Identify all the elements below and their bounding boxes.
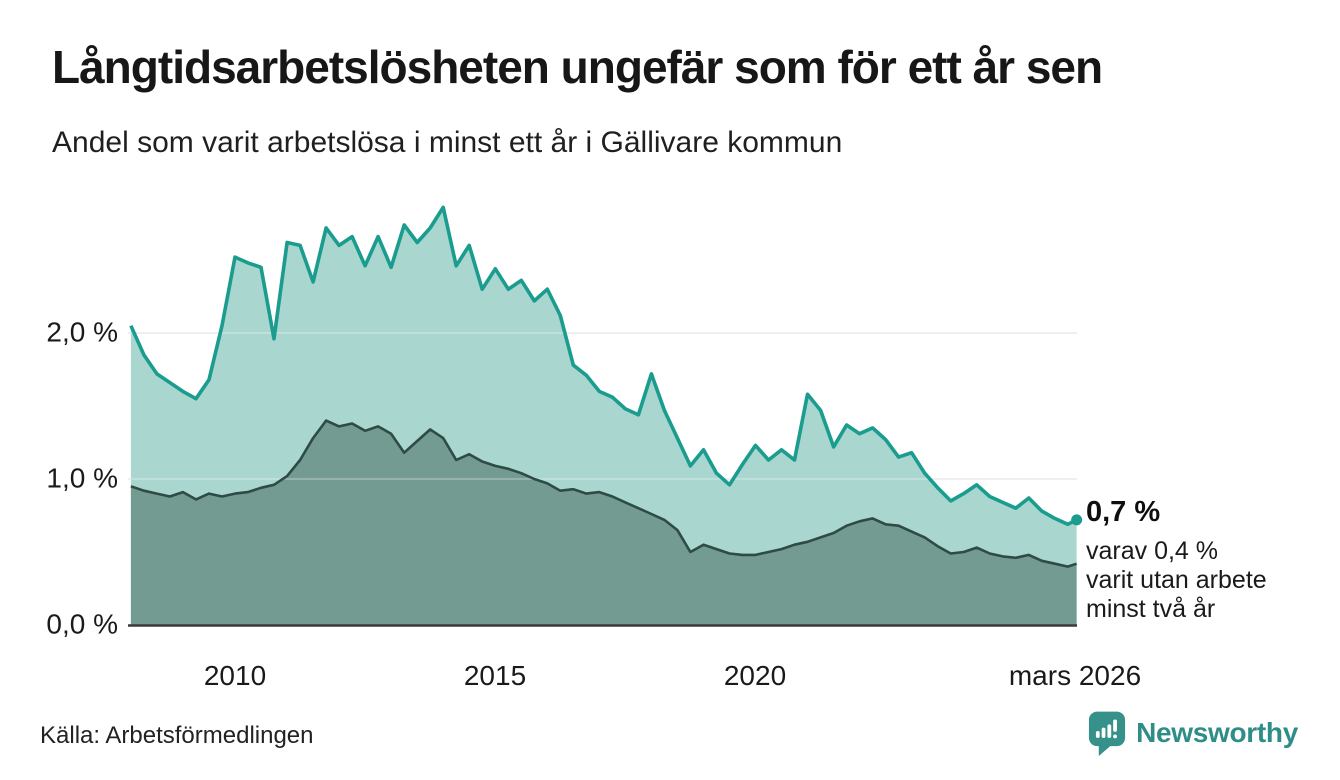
y-tick-0: 0,0 % — [46, 608, 118, 640]
source-credit: Källa: Arbetsförmedlingen — [40, 722, 314, 749]
x-tick-mars-2026: mars 2026 — [1008, 660, 1142, 691]
area-series-1 — [130, 420, 1077, 625]
y-tick-1: 1,0 % — [46, 462, 118, 494]
x-tick-2015: 2015 — [463, 660, 527, 691]
end-point-dot — [1071, 514, 1083, 526]
end-annotation: 0,7 % varav 0,4 % varit utan arbete mins… — [1086, 496, 1267, 624]
x-tick-2010: 2010 — [203, 660, 267, 691]
end-detail-line-3: minst två år — [1086, 595, 1216, 623]
end-detail-line-1: varav 0,4 % — [1086, 537, 1219, 565]
line-series-1 — [130, 419, 1078, 568]
end-detail-line-2: varit utan arbete — [1086, 566, 1267, 594]
end-detail-label: varav 0,4 % varit utan arbete minst två … — [1086, 537, 1267, 624]
line-series-0 — [129, 205, 1078, 527]
end-value-label: 0,7 % — [1086, 496, 1161, 528]
y-tick-2: 2,0 % — [46, 316, 118, 348]
x-tick-2020: 2020 — [723, 660, 787, 691]
newsworthy-logo: Newsworthy — [1087, 710, 1298, 756]
newsworthy-wordmark: Newsworthy — [1136, 717, 1298, 748]
newsworthy-bubble-icon — [1088, 711, 1126, 756]
chart-subtitle: Andel som varit arbetslösa i minst ett å… — [52, 126, 843, 159]
page-title: Långtidsarbetslösheten ungefär som för e… — [52, 41, 1103, 93]
